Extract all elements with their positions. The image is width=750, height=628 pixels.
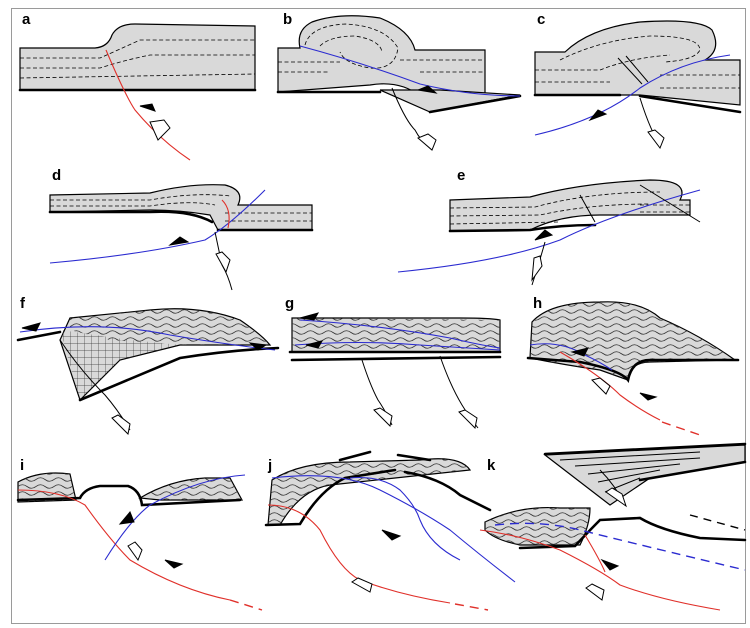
panel-k: k: [479, 442, 747, 611]
panel-g-arrow-open-icon-1: [373, 407, 393, 428]
panel-a-red-fault: [105, 49, 191, 161]
panel-j-blue-fault-upper: [271, 475, 516, 583]
panel-d-arrow-open-icon: [215, 251, 231, 274]
panel-e-label: e: [457, 167, 465, 184]
panel-f-label: f: [20, 295, 26, 312]
panel-a-label: a: [22, 11, 31, 28]
panel-j-label: j: [267, 457, 272, 474]
panel-c-arrow-open-icon: [647, 129, 665, 150]
panel-i-red-fault: [17, 489, 231, 601]
panel-c-label: c: [537, 11, 545, 28]
panel-e-arrow-open-icon: [531, 255, 543, 282]
panel-a-arrow-up-icon: [139, 103, 156, 112]
panel-k-red-fault: [479, 529, 721, 611]
panel-i-label: i: [20, 457, 24, 474]
panel-d: d: [48, 167, 314, 291]
panel-j-blue-fault-lower: [349, 476, 461, 561]
panel-j: j: [264, 450, 516, 611]
panel-g: g: [285, 295, 502, 430]
panel-h: h: [526, 295, 740, 436]
panel-g-blue-fault-upper: [299, 319, 501, 349]
panel-c-blue-fault: [534, 54, 731, 136]
panel-e-fold: [449, 179, 691, 232]
panel-f-arrow-open-icon: [111, 414, 131, 436]
panel-h-red-fault: [559, 351, 661, 421]
panel-b-label: b: [283, 11, 292, 28]
panel-h-label: h: [533, 295, 542, 312]
panel-f: f: [16, 295, 280, 436]
panel-b: b: [276, 11, 522, 151]
panel-e: e: [397, 167, 701, 286]
panel-b-blue-fault: [299, 45, 521, 97]
panel-k-upper-wedge: [543, 444, 746, 506]
panel-h-arrow-open-icon: [591, 377, 611, 395]
panel-i-arrow-open-icon: [127, 541, 143, 562]
panel-a: a: [18, 11, 257, 161]
panel-i: i: [16, 457, 263, 611]
panel-k-blue-fault: [494, 522, 746, 571]
panel-k-label: k: [487, 457, 496, 474]
panel-e-blue-fault: [397, 189, 701, 273]
panel-g-arrow-open-icon-2: [458, 409, 478, 430]
panel-j-red-fault: [267, 504, 451, 604]
panel-c: c: [533, 11, 742, 150]
panel-f-blue-fault: [19, 326, 276, 351]
panel-k-arrow-open-icon-lower: [585, 583, 605, 601]
panel-k-arrow-open-icon-upper: [605, 487, 627, 508]
panel-i-blue-fault: [104, 474, 246, 561]
panel-a-arrow-down-icon: [149, 119, 171, 141]
panel-g-label: g: [285, 295, 294, 312]
panel-d-fold: [49, 184, 313, 231]
panel-d-blue-fault: [49, 189, 266, 264]
panel-b-arrow-open-icon: [417, 133, 437, 151]
panel-c-fold: [534, 20, 741, 106]
panel-b-fold: [277, 15, 486, 97]
panel-d-label: d: [52, 167, 61, 184]
panel-j-arrow-open-icon: [351, 577, 373, 593]
panel-a-layer-stack: [19, 23, 256, 91]
